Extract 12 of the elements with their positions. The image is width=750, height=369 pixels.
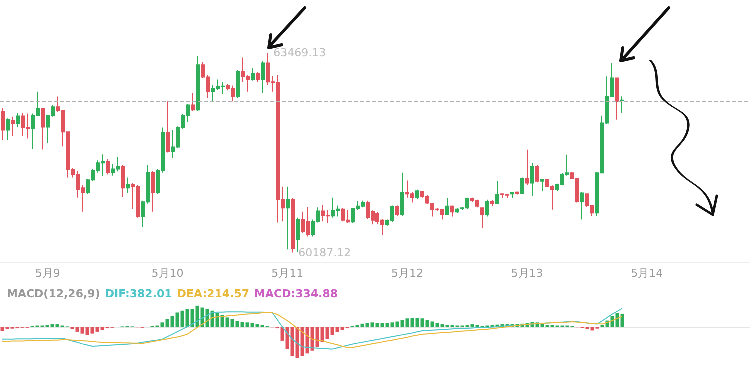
x-tick-label: 5月13 bbox=[511, 267, 544, 280]
x-tick-label: 5月14 bbox=[631, 267, 664, 280]
x-tick-label: 5月12 bbox=[391, 267, 424, 280]
x-tick-label: 5月11 bbox=[272, 267, 304, 280]
series-label: DEA:214.57 bbox=[177, 288, 250, 300]
annotation: 63469.13 bbox=[274, 46, 326, 60]
text: DIF:382.01 bbox=[105, 288, 172, 300]
x-tick-label: 5月10 bbox=[152, 267, 184, 280]
text: MACD:334.88 bbox=[254, 288, 338, 300]
annotation: 60187.12 bbox=[298, 246, 352, 260]
x-tick-label: 5月9 bbox=[35, 267, 60, 280]
chart-title: MACD(12,26,9) bbox=[7, 288, 100, 300]
